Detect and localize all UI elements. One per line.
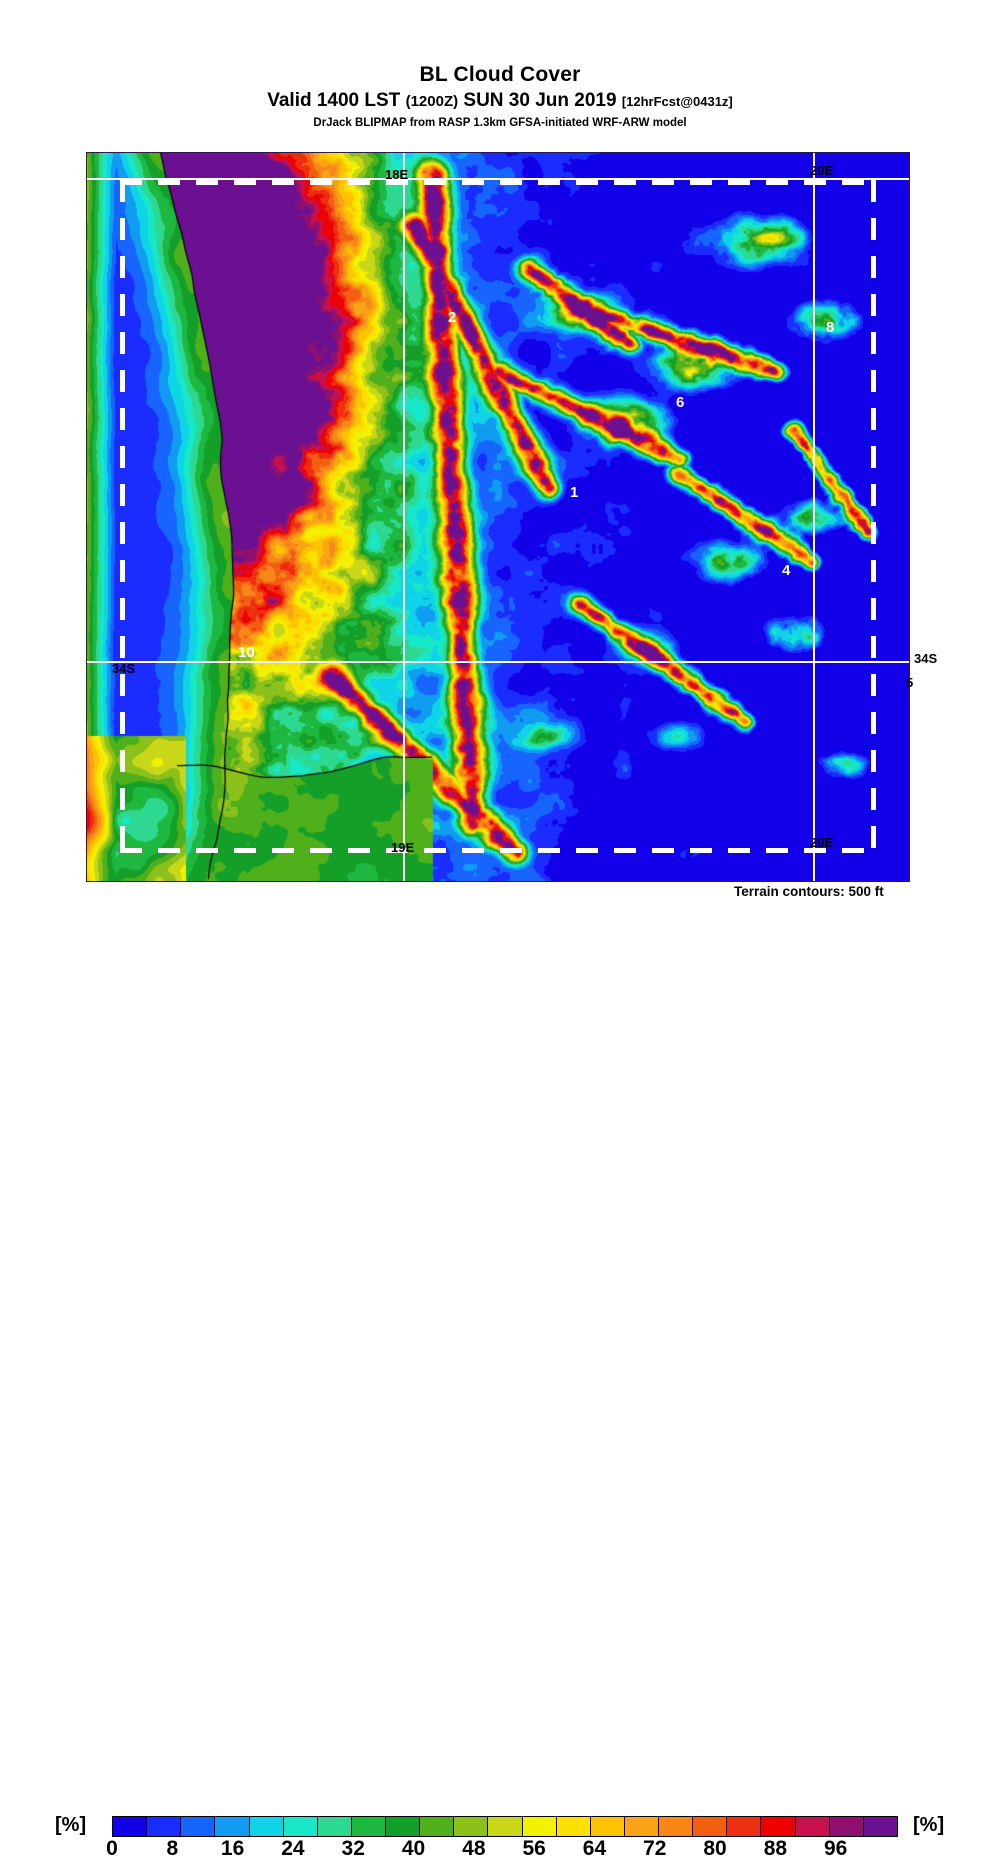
colorbar-swatch — [727, 1817, 762, 1836]
colorbar-tick: 80 — [703, 1837, 727, 1860]
site-marker-label[interactable]: 1 — [570, 484, 579, 501]
valid-date: SUN 30 Jun 2019 — [463, 90, 617, 111]
colorbar-tick: 64 — [582, 1837, 607, 1860]
colorbar-tick: 96 — [824, 1837, 848, 1860]
colorbar-swatch — [795, 1817, 830, 1836]
site-marker-label[interactable]: 6 — [676, 394, 685, 411]
colorbar-tick: 48 — [462, 1837, 486, 1860]
colorbar-swatch — [215, 1817, 250, 1836]
graticule-label: 20E — [810, 835, 834, 850]
colorbar-swatch — [659, 1817, 694, 1836]
graticule-lon-line — [403, 153, 405, 881]
graticule-label: 34S — [112, 661, 136, 676]
colorbar-swatch — [522, 1817, 557, 1836]
title-block: BL Cloud Cover Valid 1400 LST (1200Z) SU… — [0, 62, 1000, 132]
graticule-label: 20E — [810, 163, 834, 178]
colorbar-swatch — [624, 1817, 659, 1836]
colorbar-tick: 8 — [166, 1837, 179, 1860]
site-marker-label[interactable]: 2 — [448, 309, 457, 326]
valid-time-line: Valid 1400 LST (1200Z) SUN 30 Jun 2019 [… — [0, 88, 1000, 115]
cloud-cover-map[interactable] — [86, 152, 910, 882]
colorbar-tick: 88 — [763, 1837, 788, 1860]
colorbar-swatch — [693, 1817, 728, 1836]
colorbar-swatch — [829, 1817, 864, 1836]
colorbar-swatch — [556, 1817, 591, 1836]
colorbar-swatch — [351, 1817, 386, 1836]
colorbar-swatch — [386, 1817, 421, 1836]
colorbar-swatch — [590, 1817, 625, 1836]
colorbar-swatch — [317, 1817, 352, 1836]
terrain-contour-note: Terrain contours: 500 ft — [734, 884, 884, 899]
site-marker-label[interactable]: 4 — [782, 562, 791, 579]
colorbar-tick: 56 — [522, 1837, 546, 1860]
colorbar-swatch — [420, 1817, 455, 1836]
site-marker-label[interactable]: 8 — [826, 319, 835, 336]
valid-time-zulu: (1200Z) — [405, 93, 459, 110]
cloud-cover-raster — [87, 153, 909, 881]
site-marker-label[interactable]: 10 — [238, 644, 255, 661]
colorbar-tick: 32 — [341, 1837, 365, 1860]
colorbar-tick: 0 — [106, 1837, 118, 1860]
colorbar-swatch — [283, 1817, 318, 1836]
model-credit: DrJack BLIPMAP from RASP 1.3km GFSA-init… — [313, 117, 687, 129]
axis-edge-label: 34S — [914, 651, 938, 666]
colorbar-swatch — [863, 1817, 897, 1836]
graticule-lat-line — [87, 178, 909, 180]
graticule-label: 18E — [385, 167, 409, 182]
colorbar-tick-labels: 0 8 16 24 32 40 48 56 64 72 80 88 96 — [106, 1837, 896, 1865]
forecast-tag: [12hrFcst@0431z] — [621, 94, 733, 109]
model-domain-boundary — [120, 180, 876, 853]
colorbar-swatch — [147, 1817, 182, 1836]
axis-edge-label: 5 — [906, 675, 914, 690]
colorbar-tick: 24 — [281, 1837, 305, 1860]
colorbar-swatch — [488, 1817, 523, 1836]
graticule-label: 19E — [391, 840, 415, 855]
colorbar-swatch — [761, 1817, 796, 1836]
colorbar-unit-left: [%] — [55, 1814, 87, 1836]
colorbar-unit-right: [%] — [913, 1814, 945, 1836]
colorbar-swatch — [113, 1817, 148, 1836]
colorbar-swatch — [249, 1817, 284, 1836]
colorbar-legend: [%] [%] 0 8 16 24 32 40 48 56 64 72 80 88 96 — [0, 905, 1000, 1860]
page-title: BL Cloud Cover — [419, 63, 581, 86]
colorbar-swatch — [454, 1817, 489, 1836]
colorbar-tick: 72 — [643, 1837, 667, 1860]
colorbar-tick: 16 — [220, 1837, 245, 1860]
valid-time-prefix: Valid 1400 LST — [267, 90, 401, 111]
colorbar-swatch — [181, 1817, 216, 1836]
colorbar-swatches — [112, 1816, 898, 1837]
graticule-lat-line — [87, 661, 909, 663]
colorbar-tick: 40 — [401, 1837, 426, 1860]
graticule-lon-line — [813, 153, 815, 881]
